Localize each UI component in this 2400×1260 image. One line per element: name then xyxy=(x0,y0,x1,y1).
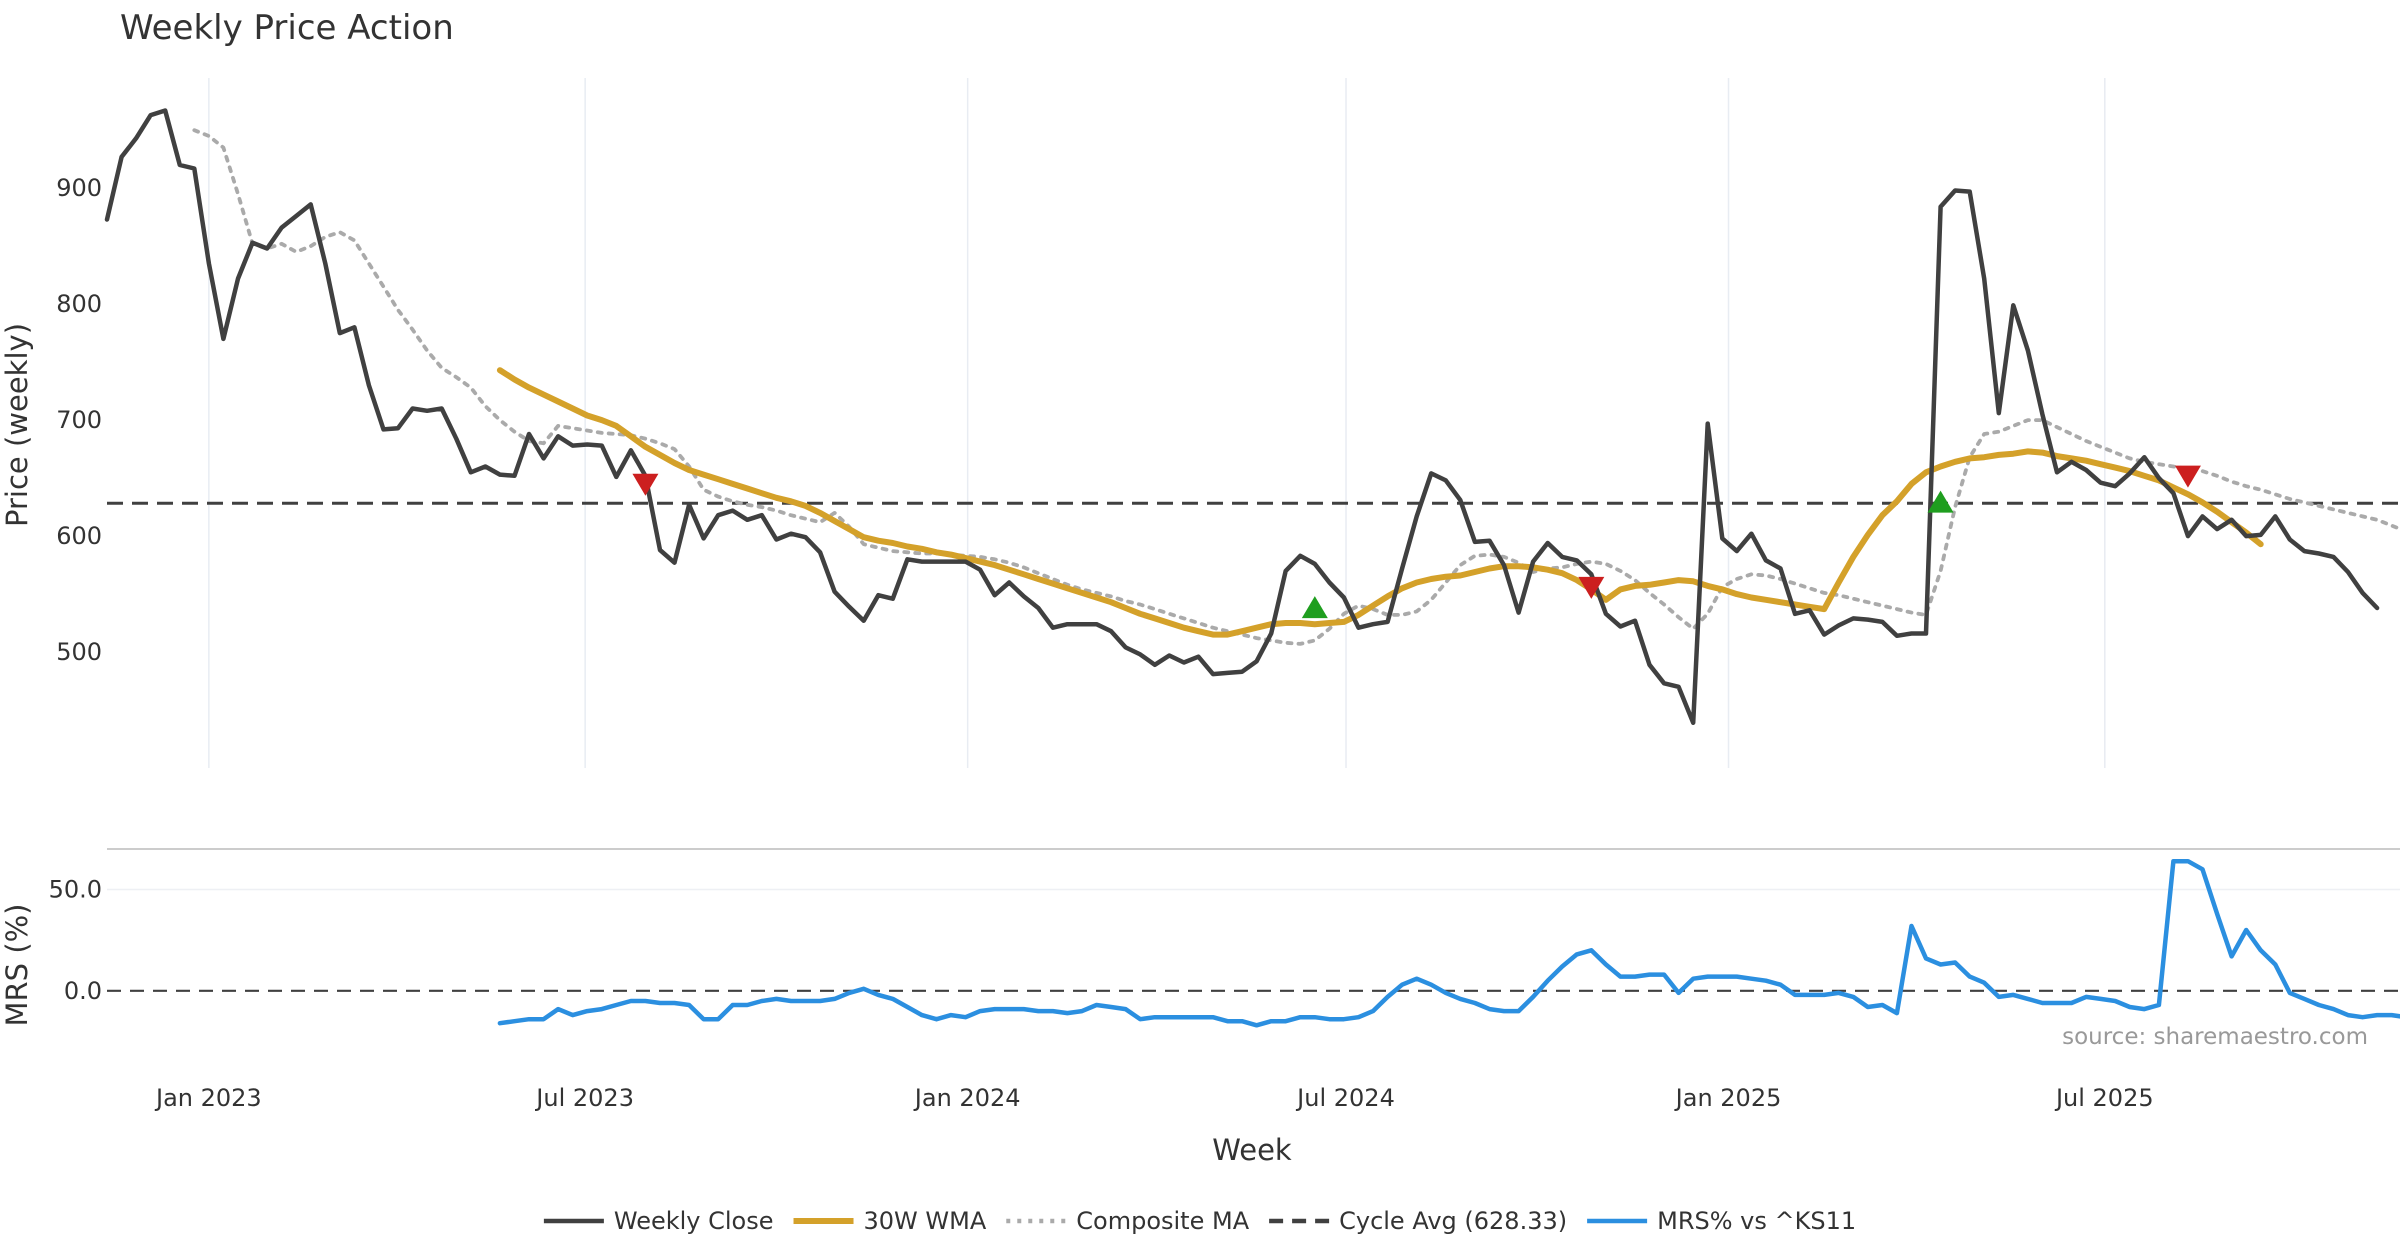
x-tick-label: Jan 2024 xyxy=(913,1084,1021,1112)
price-series-group xyxy=(104,108,2400,726)
x-axis: Jan 2023 Jul 2023 Jan 2024 Jul 2024 Jan 2025… xyxy=(154,1084,2154,1112)
sell-signal-marker xyxy=(632,473,659,496)
legend-label: Cycle Avg (628.33) xyxy=(1339,1207,1567,1235)
price-y-tick-label: 500 xyxy=(56,638,102,666)
composite-ma-line xyxy=(192,128,2400,646)
legend-label: MRS% vs ^KS11 xyxy=(1657,1207,1856,1235)
price-y-tick-label: 800 xyxy=(56,290,102,318)
price-y-axis-label: Price (weekly) xyxy=(0,323,34,527)
x-axis-label: Week xyxy=(1212,1133,1292,1167)
price-y-axis: 500 600 700 800 900 xyxy=(56,174,102,666)
mrs-line xyxy=(497,858,2400,1028)
buy-signal-marker xyxy=(1301,596,1328,619)
legend: Weekly Close 30W WMA Composite MA Cycle Avg… xyxy=(543,1207,1856,1235)
price-y-tick-label: 600 xyxy=(56,522,102,550)
wma-30w-line xyxy=(496,367,2264,638)
price-y-tick-label: 900 xyxy=(56,174,102,202)
sell-signal-marker xyxy=(1578,576,1605,599)
x-tick-label: Jul 2023 xyxy=(534,1084,634,1112)
legend-label: Composite MA xyxy=(1076,1207,1249,1235)
mrs-series-group xyxy=(497,858,2400,1028)
mrs-y-axis: 0.0 50.0 xyxy=(49,876,102,1005)
x-tick-label: Jan 2023 xyxy=(154,1084,262,1112)
x-tick-label: Jul 2024 xyxy=(1295,1084,1395,1112)
mrs-y-axis-label: MRS (%) xyxy=(0,904,34,1027)
signal-markers xyxy=(632,465,2201,619)
sell-signal-marker xyxy=(2174,465,2201,488)
buy-signal-marker xyxy=(1927,490,1954,513)
legend-label: Weekly Close xyxy=(614,1207,774,1235)
price-grid xyxy=(208,78,2106,768)
source-annotation: source: sharemaestro.com xyxy=(2062,1024,2368,1050)
x-tick-label: Jan 2025 xyxy=(1674,1084,1782,1112)
price-y-tick-label: 700 xyxy=(56,406,102,434)
chart-title: Weekly Price Action xyxy=(120,8,454,48)
mrs-y-tick-label: 0.0 xyxy=(64,977,102,1005)
x-tick-label: Jul 2025 xyxy=(2054,1084,2154,1112)
weekly-close-line xyxy=(104,108,2380,726)
legend-label: 30W WMA xyxy=(864,1207,987,1235)
mrs-y-tick-label: 50.0 xyxy=(49,876,102,904)
